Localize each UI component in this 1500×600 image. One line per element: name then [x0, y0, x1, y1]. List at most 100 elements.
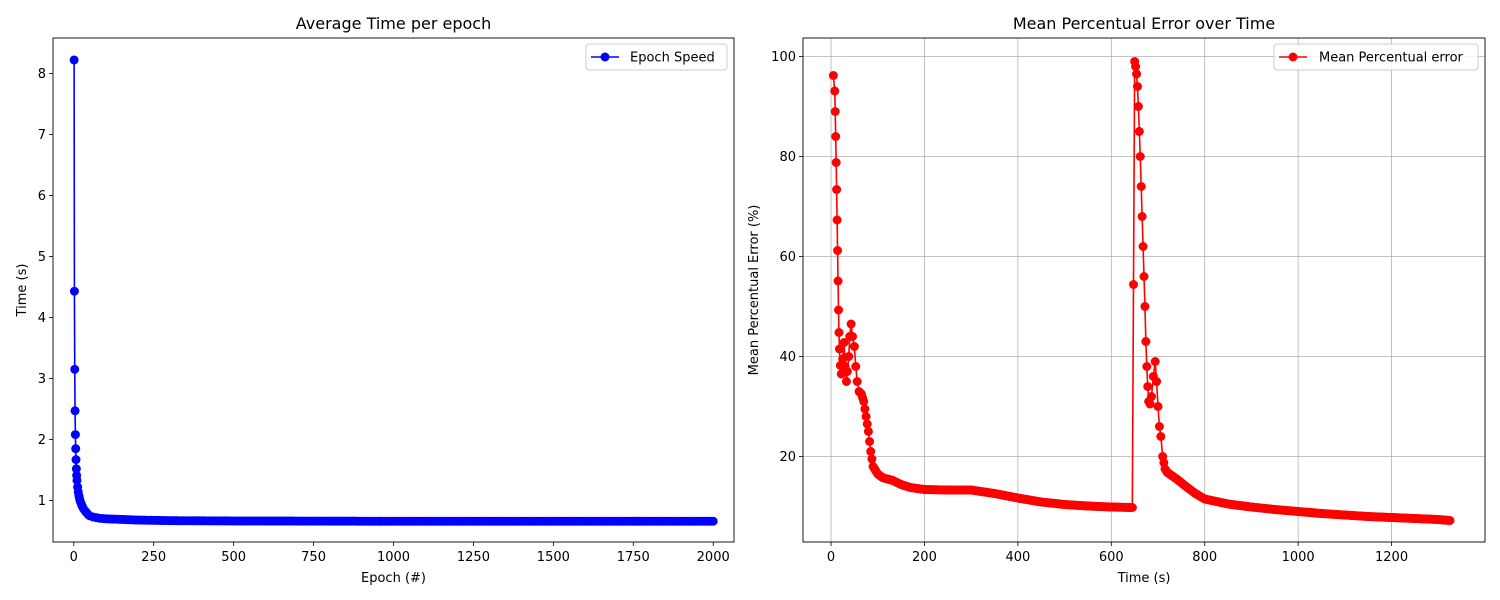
chart-epoch-speed: Average Time per epoch 0 250 500 750 1000 125…	[15, 14, 735, 586]
data-point	[831, 158, 841, 167]
y-tick-label: 60	[779, 250, 796, 265]
y-axis-label: Time (s)	[15, 264, 30, 318]
data-point	[69, 55, 79, 65]
data-point	[830, 107, 840, 116]
data-point	[1134, 127, 1144, 136]
data-point	[1131, 62, 1141, 71]
data-point	[849, 342, 859, 351]
data-point	[842, 367, 852, 376]
x-axis-ticks: 0 250 500 750 1000 1250 1500 1750 2000	[70, 542, 730, 565]
data-point	[844, 352, 854, 361]
data-point	[1141, 337, 1151, 346]
chart-title: Average Time per epoch	[296, 14, 491, 33]
legend-marker-swatch	[1288, 52, 1298, 62]
data-point	[860, 404, 870, 414]
chart-title: Mean Percentual Error over Time	[1013, 14, 1275, 33]
x-tick-label: 400	[1005, 550, 1030, 565]
data-point	[1137, 212, 1147, 221]
data-point	[832, 185, 842, 194]
y-tick-label: 6	[38, 189, 46, 204]
data-point	[862, 419, 872, 429]
legend-box	[1273, 43, 1479, 71]
data-point	[828, 71, 838, 80]
data-point	[867, 454, 877, 464]
legend: Epoch Speed	[585, 43, 728, 71]
x-tick-label: 800	[1192, 550, 1217, 565]
data-point	[1139, 272, 1149, 281]
x-tick-label: 1500	[537, 550, 570, 565]
legend-label: Epoch Speed	[630, 51, 715, 66]
legend-marker-swatch	[600, 52, 610, 62]
y-tick-label: 40	[779, 350, 796, 365]
data-point	[1138, 242, 1148, 251]
data-point	[1145, 399, 1155, 409]
data-point	[846, 319, 856, 329]
data-point	[1150, 357, 1160, 366]
x-tick-label: 1750	[617, 550, 650, 565]
data-point	[71, 464, 81, 474]
y-tick-label: 100	[771, 50, 796, 65]
data-point	[851, 362, 861, 371]
x-axis-label: Epoch (#)	[361, 571, 426, 586]
data-point	[1135, 152, 1145, 161]
data-point	[831, 132, 841, 141]
data-point	[70, 364, 80, 374]
data-point	[70, 406, 80, 416]
data-point	[1143, 382, 1153, 391]
data-point	[1136, 182, 1146, 191]
x-tick-label: 1000	[1282, 550, 1315, 565]
x-tick-label: 600	[1099, 550, 1124, 565]
x-tick-label: 500	[221, 550, 246, 565]
y-tick-label: 2	[38, 433, 46, 448]
data-point	[834, 344, 844, 354]
legend-box	[585, 43, 728, 71]
y-tick-label: 1	[38, 494, 46, 509]
x-tick-label: 0	[827, 550, 835, 565]
y-tick-label: 7	[38, 128, 46, 143]
legend-label: Mean Percentual error	[1319, 51, 1464, 66]
data-point	[1140, 302, 1150, 311]
y-tick-label: 3	[38, 372, 46, 387]
data-point	[833, 246, 843, 255]
data-point	[830, 86, 840, 96]
x-tick-label: 1250	[457, 550, 490, 565]
x-axis-ticks: 0 200 400 600 800 1000 1200	[827, 542, 1408, 565]
y-tick-label: 4	[38, 311, 46, 326]
y-axis-ticks: 1 2 3 4 5 6 7 8	[38, 67, 53, 509]
data-point	[1128, 280, 1138, 289]
legend: Mean Percentual error	[1273, 43, 1479, 71]
data-point	[1127, 503, 1137, 512]
data-point	[70, 430, 80, 440]
x-tick-label: 1000	[377, 550, 410, 565]
data-point	[72, 475, 82, 485]
data-point	[1152, 377, 1162, 386]
data-point	[834, 305, 843, 315]
x-tick-label: 750	[301, 550, 326, 565]
series-epoch-speed	[69, 55, 718, 526]
x-tick-label: 2000	[697, 550, 730, 565]
data-point	[863, 427, 873, 436]
data-point	[1445, 516, 1455, 525]
data-point	[859, 397, 869, 406]
y-axis-ticks: 20 40 60 80 100	[771, 50, 803, 465]
data-point	[866, 447, 876, 456]
x-axis-label: Time (s)	[1117, 571, 1171, 586]
data-point	[834, 328, 844, 337]
chart-percentual-error: Mean Percentual Error over Time 0 200 400 6…	[747, 14, 1486, 586]
y-tick-label: 20	[779, 450, 796, 465]
y-tick-label: 5	[38, 250, 46, 265]
data-point	[852, 377, 862, 386]
data-point	[865, 437, 875, 446]
x-tick-label: 200	[912, 550, 937, 565]
data-point	[71, 444, 81, 454]
data-point	[1133, 102, 1143, 111]
plot-area	[802, 37, 1486, 543]
data-point	[861, 412, 871, 421]
data-point	[1132, 69, 1142, 79]
data-point	[1146, 392, 1156, 401]
y-axis-label: Mean Percentual Error (%)	[747, 205, 762, 376]
data-point	[1153, 402, 1163, 411]
x-tick-label: 250	[141, 550, 166, 565]
